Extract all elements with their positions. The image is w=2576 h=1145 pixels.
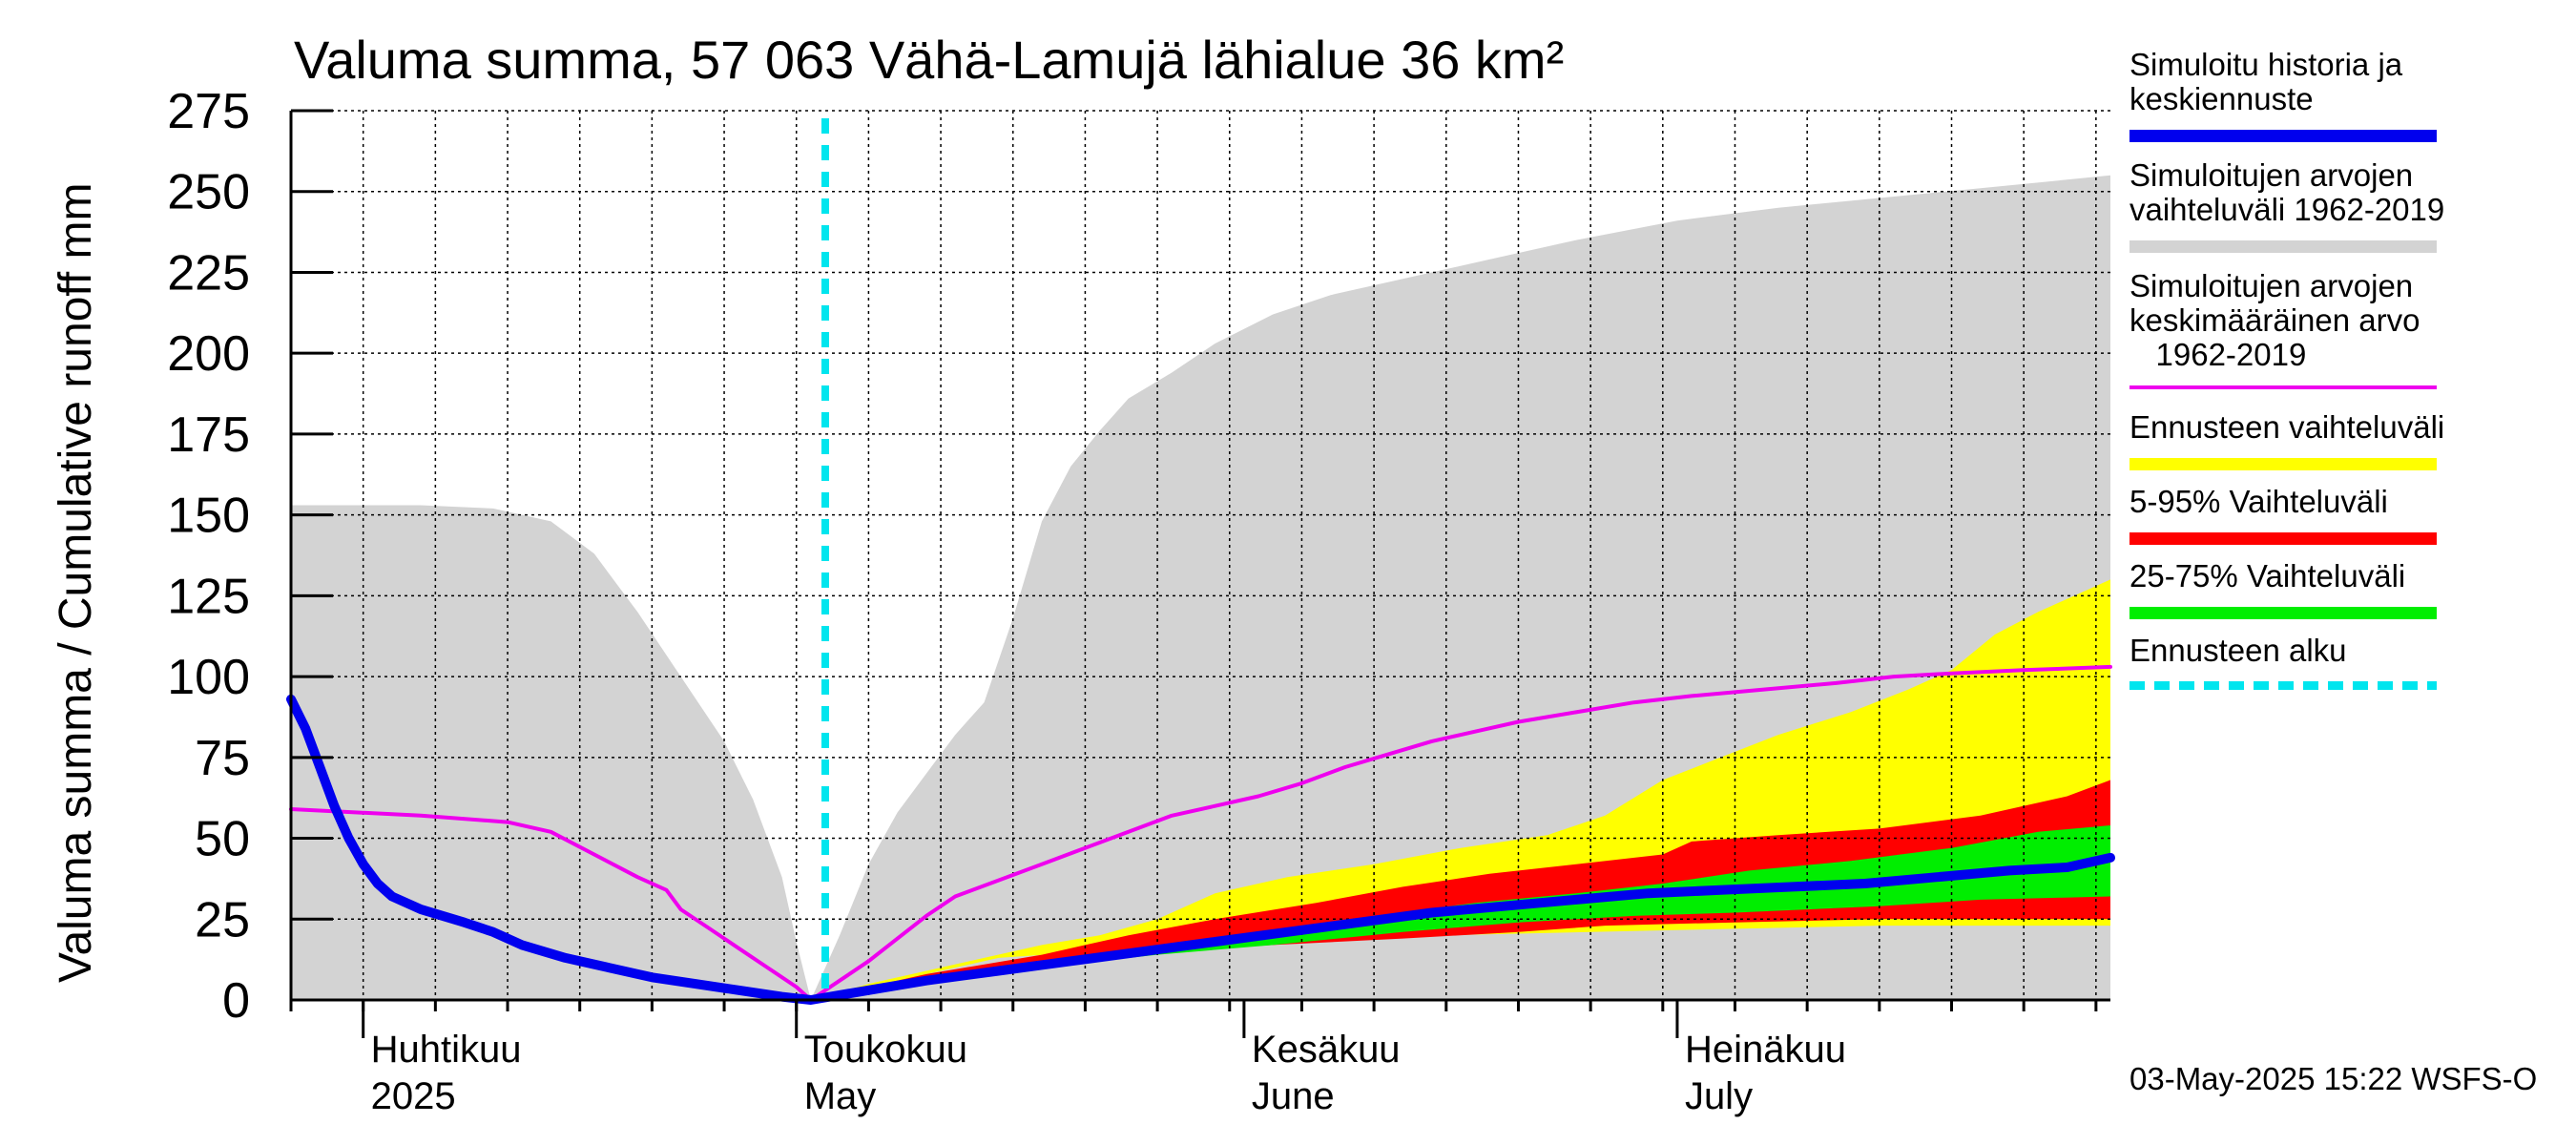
legend-item-range-25-75: 25-75% Vaihteluväli [2129, 558, 2454, 619]
y-tick-label: 125 [167, 569, 250, 624]
legend-label-sim-range: Simuloitujen arvojen vaihteluväli 1962-2… [2129, 157, 2445, 227]
line-series-5 [286, 694, 2115, 1005]
legend-label-range-25-75: 25-75% Vaihteluväli [2129, 558, 2406, 593]
legend-label-forecast-start: Ennusteen alku [2129, 633, 2347, 668]
x-tick-label-line1: Kesäkuu [1252, 1029, 1401, 1071]
legend-item-forecast-start: Ennusteen alku [2129, 633, 2454, 690]
x-tick-label-line2: 2025 [371, 1075, 456, 1117]
y-tick-label: 75 [195, 731, 250, 786]
legend-label-sim-mean: Simuloitujen arvojen keskimääräinen arvo… [2129, 268, 2420, 372]
x-tick-label-line1: Huhtikuu [371, 1029, 522, 1071]
y-tick-label: 150 [167, 489, 250, 544]
x-tick-label-line2: May [804, 1075, 877, 1117]
legend-swatch-sim-mean [2129, 385, 2437, 389]
legend-label-sim-history: Simuloitu historia ja keskiennuste [2129, 47, 2403, 116]
y-tick-label: 0 [222, 973, 250, 1029]
band-series-2 [810, 780, 2110, 1000]
x-tick-label-line2: July [1685, 1075, 1753, 1117]
legend-swatch-sim-history [2129, 130, 2437, 142]
x-tick-label-line1: Toukokuu [804, 1029, 967, 1071]
legend-label-forecast-range: Ennusteen vaihteluväli [2129, 409, 2445, 445]
legend-item-sim-mean: Simuloitujen arvojen keskimääräinen arvo… [2129, 268, 2454, 389]
y-axis-label: Valuma summa / Cumulative runoff mm [51, 182, 101, 984]
legend-item-forecast-range: Ennusteen vaihteluväli [2129, 409, 2454, 470]
legend-swatch-sim-range [2129, 240, 2437, 253]
y-tick-label: 200 [167, 326, 250, 382]
timestamp: 03-May-2025 15:22 WSFS-O [2129, 1061, 2538, 1096]
legend-item-sim-history: Simuloitu historia ja keskiennuste [2129, 47, 2454, 142]
y-tick-label: 25 [195, 892, 250, 947]
y-tick-label: 275 [167, 84, 250, 139]
legend-swatch-range-25-75 [2129, 607, 2437, 619]
legend-swatch-forecast-start [2129, 681, 2437, 690]
legend-item-sim-range: Simuloitujen arvojen vaihteluväli 1962-2… [2129, 157, 2454, 253]
chart-title: Valuma summa, 57 063 Vähä-Lamujä lähialu… [294, 30, 1565, 90]
legend-item-range-5-95: 5-95% Vaihteluväli [2129, 484, 2454, 545]
y-tick-label: 100 [167, 650, 250, 705]
y-tick-label: 175 [167, 407, 250, 463]
legend-swatch-forecast-range [2129, 458, 2437, 470]
line-series-4 [289, 664, 2112, 1002]
x-tick-label-line1: Heinäkuu [1685, 1029, 1846, 1071]
y-tick-label: 50 [195, 812, 250, 867]
y-tick-label: 250 [167, 165, 250, 220]
legend-label-range-5-95: 5-95% Vaihteluväli [2129, 484, 2388, 519]
x-tick-label-line2: June [1252, 1075, 1335, 1117]
legend-swatch-range-5-95 [2129, 532, 2437, 545]
y-tick-label: 225 [167, 245, 250, 301]
